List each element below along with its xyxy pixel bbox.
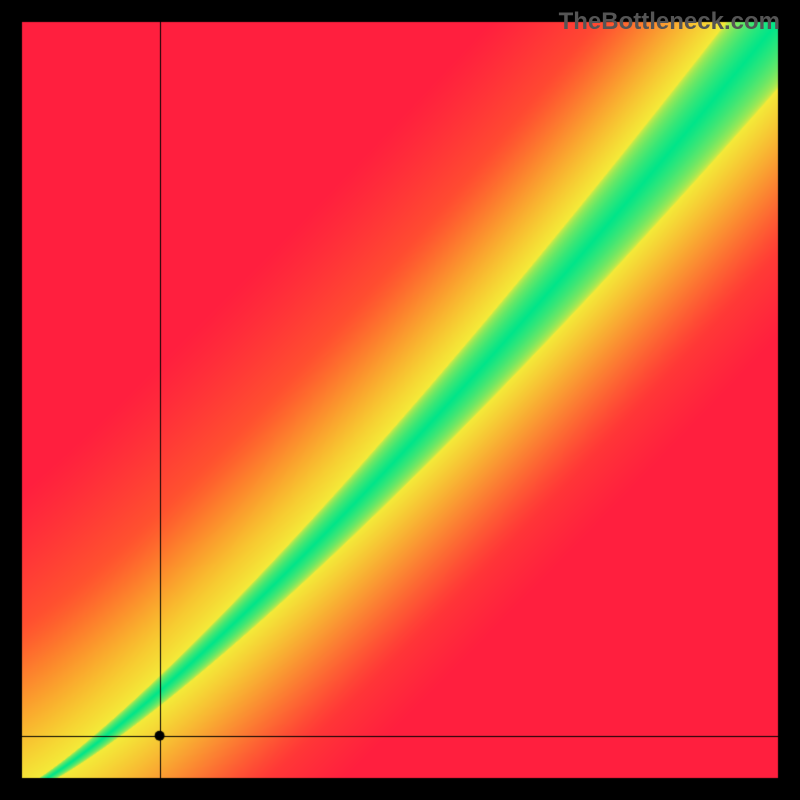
chart-container: TheBottleneck.com: [0, 0, 800, 800]
heatmap-canvas: [0, 0, 800, 800]
watermark-text: TheBottleneck.com: [559, 8, 780, 36]
